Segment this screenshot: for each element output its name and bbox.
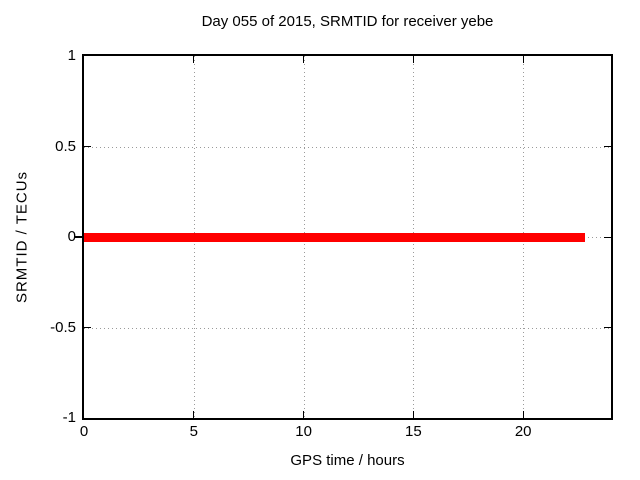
x-tick-label: 15 <box>405 423 422 440</box>
x-tick-label: 10 <box>295 423 312 440</box>
y-tick-right <box>604 236 611 238</box>
y-tick-label: 0 <box>67 228 76 245</box>
y-tick-right <box>604 327 611 328</box>
y-tick-left <box>84 146 91 147</box>
plot-border <box>82 54 613 420</box>
y-grid-line <box>84 146 611 148</box>
x-tick-label: 0 <box>79 423 89 440</box>
x-tick-top <box>303 56 305 63</box>
x-tick-top <box>522 56 524 63</box>
y-tick-label: 1 <box>67 47 76 64</box>
y-tick-label: 0.5 <box>55 137 76 155</box>
x-tick-label: 5 <box>189 423 198 440</box>
y-tick-left <box>84 327 91 328</box>
x-tick-top <box>412 56 414 63</box>
x-tick-top <box>193 56 195 63</box>
plot-area <box>84 56 611 418</box>
x-tick-bottom <box>193 411 195 418</box>
x-axis-label: GPS time / hours <box>290 452 405 469</box>
data-series-line <box>84 232 585 242</box>
x-tick-label: 20 <box>514 423 532 440</box>
y-tick-right <box>604 146 611 147</box>
x-tick-bottom <box>412 411 414 418</box>
x-tick-bottom <box>303 411 305 418</box>
y-tick-label: -0.5 <box>50 318 76 336</box>
y-zero-outer-tick <box>74 236 82 238</box>
y-grid-line <box>84 327 611 329</box>
x-tick-bottom <box>522 411 524 418</box>
chart-title: Day 055 of 2015, SRMTID for receiver yeb… <box>201 13 494 30</box>
y-tick-label: -1 <box>62 409 76 426</box>
